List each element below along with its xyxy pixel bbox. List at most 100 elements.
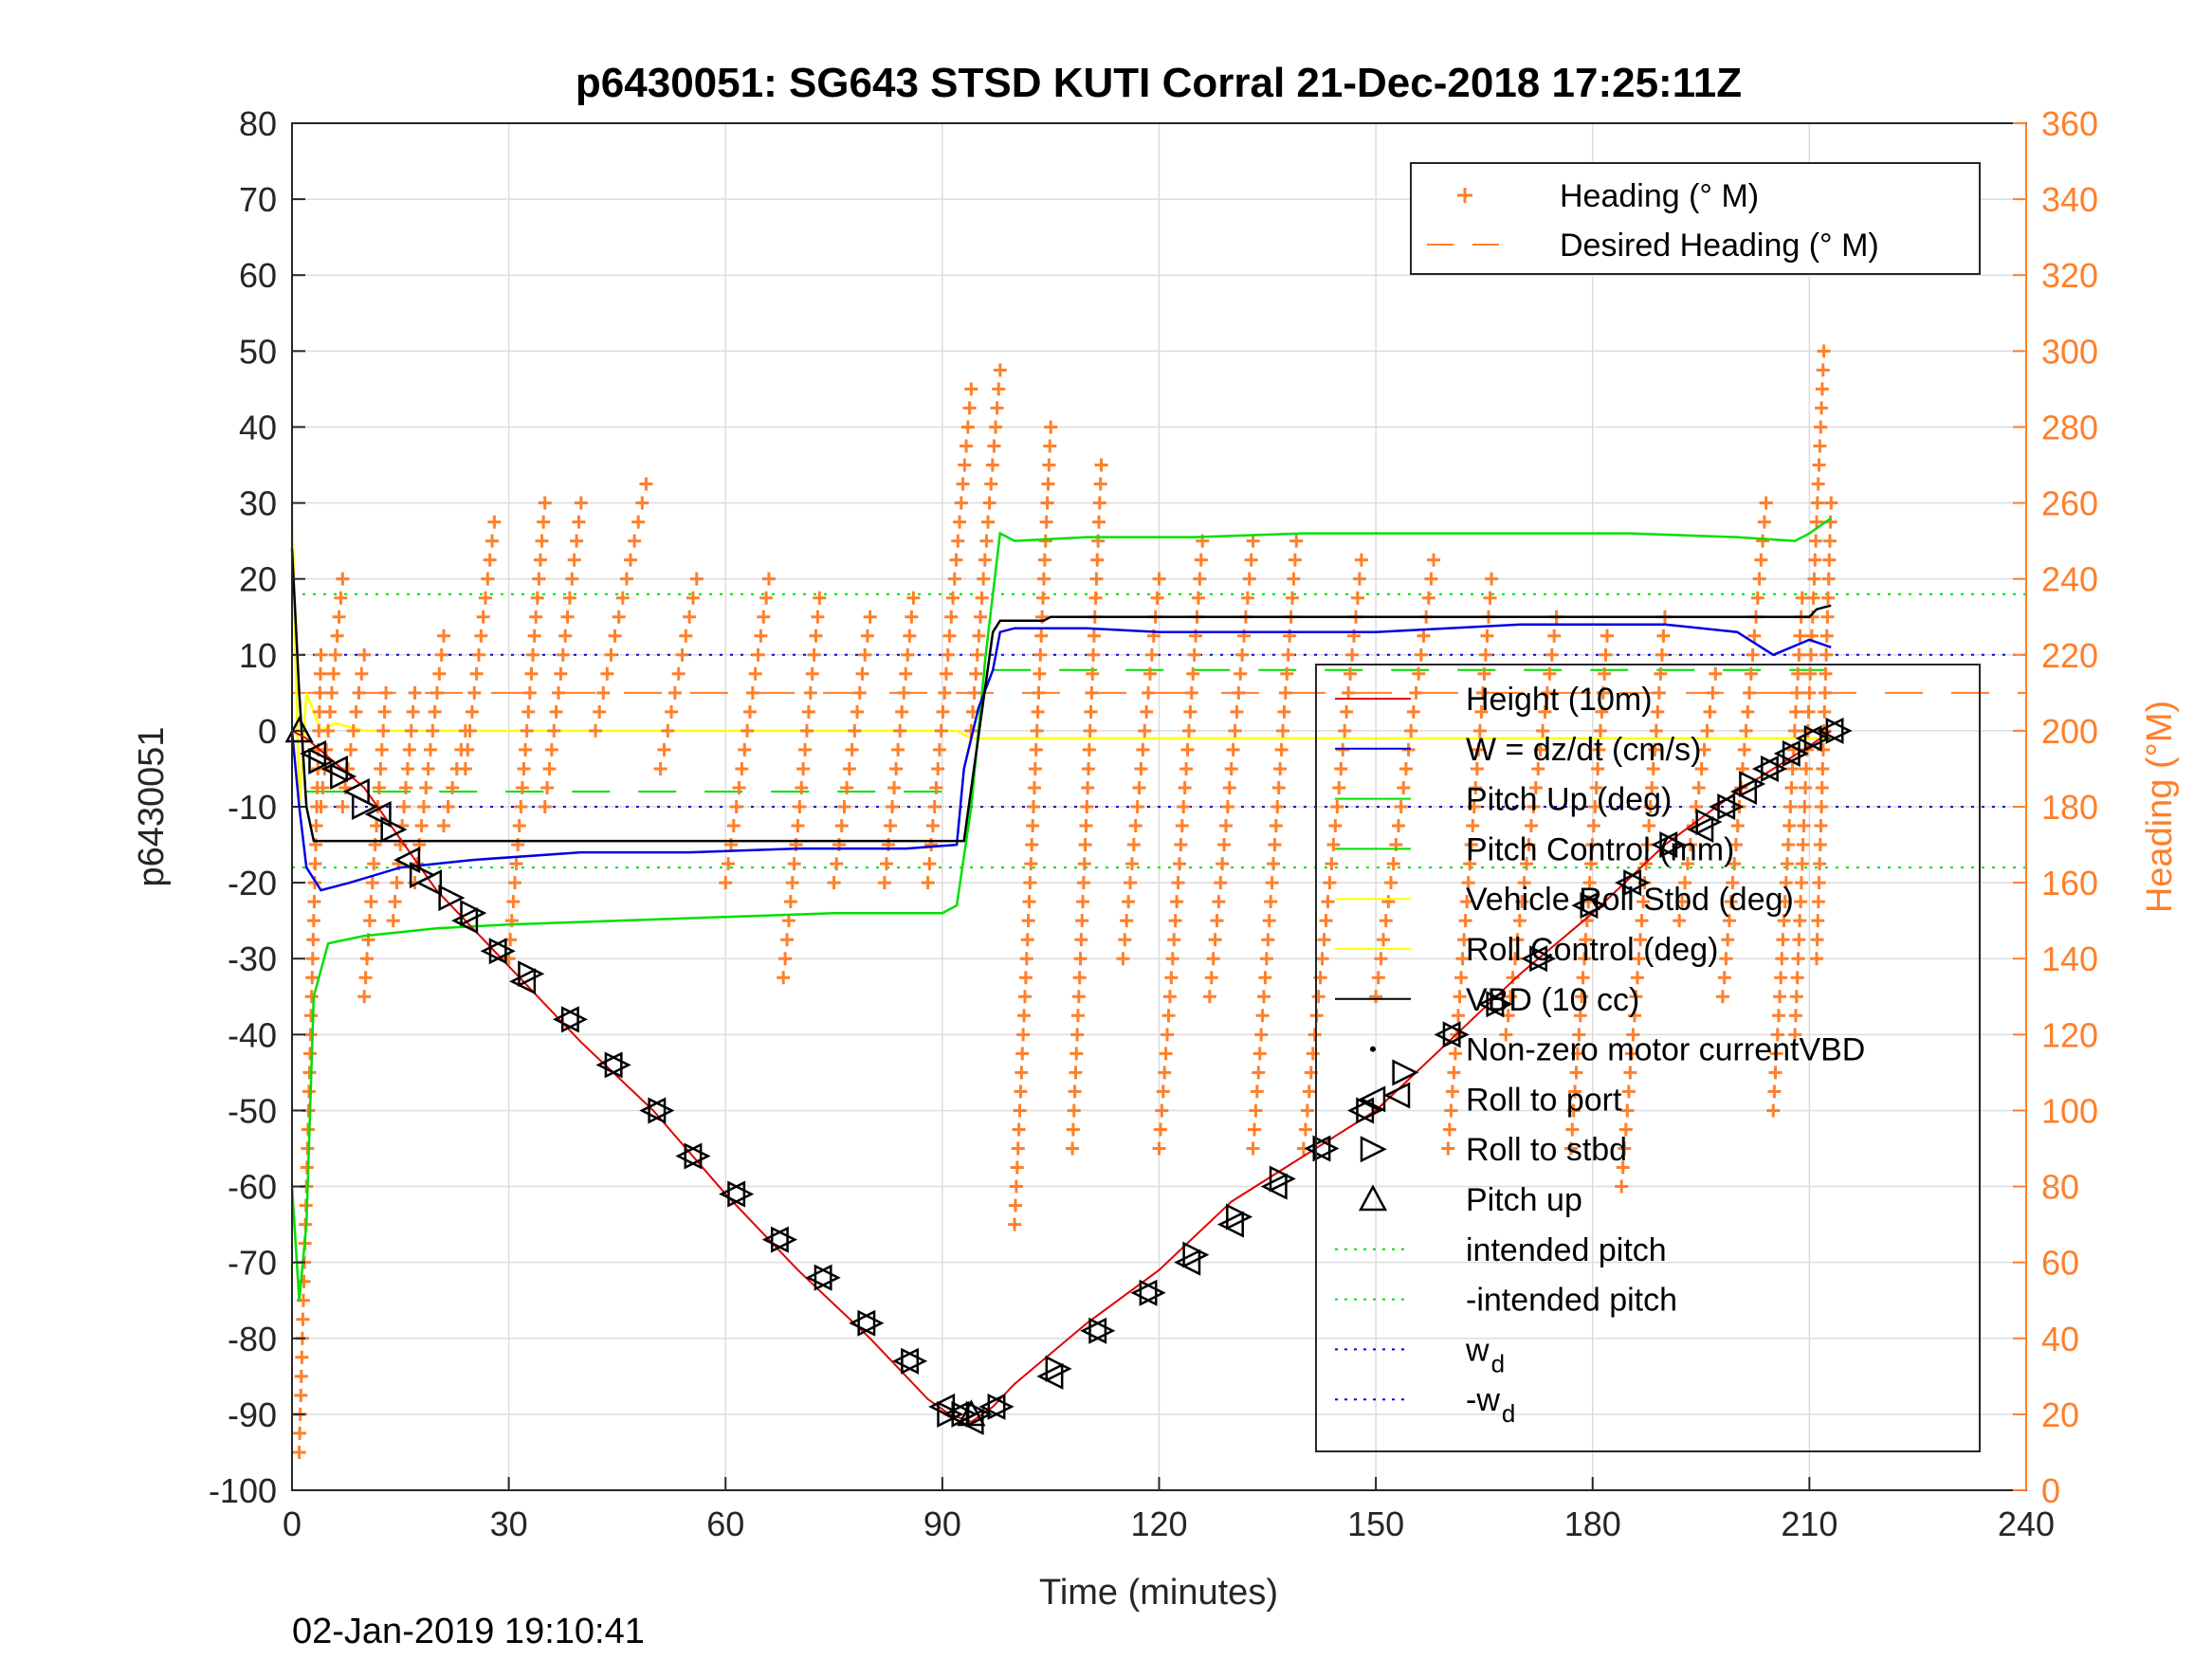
heading-point (1654, 647, 1669, 662)
heading-point (932, 742, 946, 757)
heading-point (1512, 914, 1526, 928)
heading-point (1427, 553, 1441, 567)
legend-main-box (1315, 664, 1981, 1452)
heading-point (1020, 933, 1034, 947)
heading-point (1788, 1028, 1802, 1042)
heading-point (1504, 990, 1518, 1004)
heading-point (1264, 895, 1278, 909)
heading-point (1081, 780, 1095, 794)
heading-point (1777, 914, 1791, 928)
legend-swatch-triangle-right (1360, 1136, 1387, 1163)
heading-point (1817, 344, 1831, 358)
roll-to-stbd-marker (1717, 793, 1745, 821)
heading-point (1338, 723, 1352, 738)
heading-point (1265, 876, 1279, 890)
heading-point (1302, 1085, 1316, 1099)
heading-point (1547, 629, 1562, 643)
heading-point (1768, 1066, 1782, 1080)
heading-point (1289, 534, 1304, 548)
heading-point (1085, 685, 1099, 700)
heading-point (1030, 723, 1044, 738)
roll-to-stbd-marker (1392, 1059, 1419, 1086)
heading-point (887, 780, 902, 794)
heading-point (556, 647, 570, 662)
y-tick-label-left: 0 (258, 712, 277, 751)
heading-point (357, 647, 372, 662)
heading-point (635, 496, 649, 510)
heading-point (421, 761, 435, 775)
heading-point (962, 401, 977, 415)
heading-point (1143, 666, 1157, 681)
y-tick-label-right: 180 (2041, 788, 2098, 827)
heading-point (1084, 704, 1098, 719)
legend-main-label: Height (10m) (1466, 682, 1653, 718)
heading-point (1815, 800, 1829, 813)
heading-point (1646, 761, 1660, 775)
heading-point (1618, 1141, 1632, 1156)
heading-point (1124, 876, 1138, 890)
heading-point (1332, 780, 1346, 794)
roll-to-stbd-marker (1226, 1203, 1253, 1231)
legend-main-label: Pitch up (1466, 1182, 1582, 1218)
heading-point (985, 458, 999, 472)
roll-to-port-marker (364, 800, 392, 829)
y-tick-label-left: 70 (239, 180, 277, 219)
heading-point (813, 591, 827, 605)
heading-point (1076, 895, 1090, 909)
legend-main-label: Vehicle Roll Stbd (deg) (1466, 882, 1794, 918)
legend-main-label: -intended pitch (1466, 1283, 1677, 1319)
heading-point (1013, 1103, 1027, 1118)
heading-point (661, 723, 675, 738)
heading-point (1067, 1103, 1081, 1118)
heading-point (1277, 704, 1291, 719)
heading-point (1286, 591, 1300, 605)
heading-point (954, 496, 968, 510)
heading-point (1739, 723, 1753, 738)
heading-point (992, 382, 1006, 396)
heading-point (446, 780, 460, 794)
heading-point (1634, 933, 1648, 947)
heading-point (302, 1066, 317, 1080)
heading-point (519, 742, 533, 757)
heading-point (1028, 761, 1042, 775)
roll-to-stbd-marker (814, 1264, 841, 1291)
heading-point (1778, 895, 1792, 909)
heading-point (1132, 780, 1146, 794)
heading-point (1694, 761, 1709, 775)
heading-point (921, 876, 935, 890)
heading-point (1453, 990, 1467, 1004)
heading-point (1814, 819, 1828, 833)
heading-point (1116, 952, 1130, 966)
heading-point (604, 647, 618, 662)
heading-point (1757, 515, 1771, 529)
heading-point (1743, 685, 1757, 700)
heading-point (1787, 723, 1801, 738)
heading-point (1406, 704, 1420, 719)
heading-point (1524, 819, 1538, 833)
heading-point (1138, 723, 1152, 738)
heading-point (554, 666, 568, 681)
heading-point (1070, 1028, 1085, 1042)
heading-point (1635, 914, 1649, 928)
heading-point (1009, 1179, 1023, 1194)
heading-point (1791, 666, 1805, 681)
heading-point (372, 780, 386, 794)
legend-main-label: Non-zero motor currentVBD (1466, 1032, 1865, 1068)
heading-point (1792, 647, 1806, 662)
heading-point (1463, 857, 1477, 871)
heading-point (1540, 685, 1554, 700)
heading-point (1528, 780, 1543, 794)
axes: 0 30 60 90 120 150 180 210 24080706050403020100-… (209, 104, 2098, 1543)
heading-point (1191, 591, 1205, 605)
heading-point (1807, 572, 1821, 586)
heading-point (855, 666, 869, 681)
heading-point (1767, 1085, 1782, 1099)
heading-point (795, 780, 809, 794)
heading-point (1799, 780, 1813, 794)
heading-point (1591, 761, 1605, 775)
heading-point (1323, 876, 1337, 890)
heading-point (308, 857, 322, 871)
legend-main-subscript: d (1491, 1349, 1505, 1377)
heading-point (1202, 990, 1216, 1004)
roll-to-port-marker (552, 1006, 579, 1033)
